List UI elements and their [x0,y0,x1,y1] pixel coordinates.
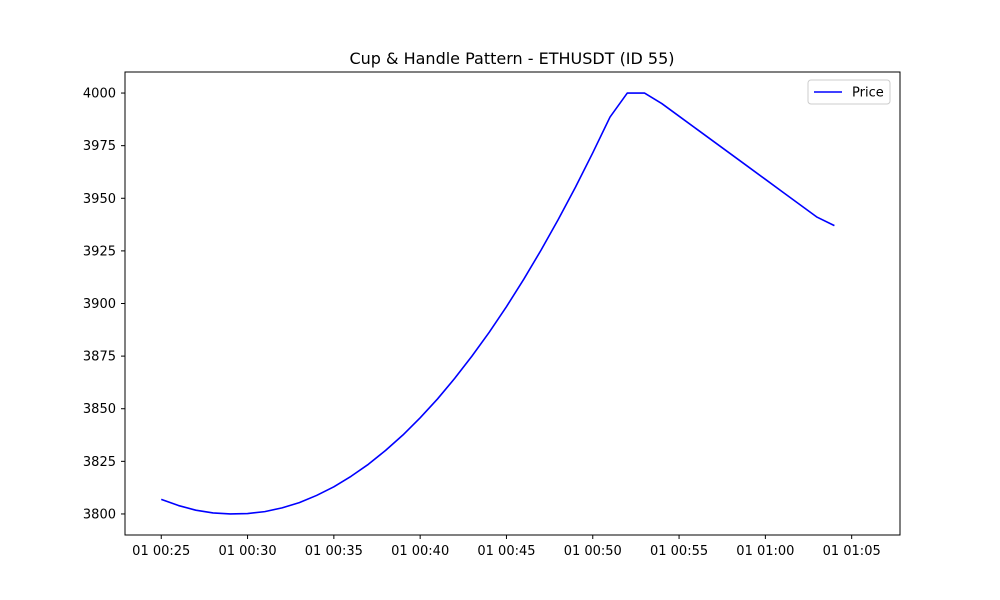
legend-box [807,79,891,105]
x-tick-label: 01 00:30 [218,544,276,559]
y-tick-label: 3925 [83,244,116,259]
y-tick-label: 3875 [83,350,116,365]
x-tick-label: 01 00:45 [477,544,535,559]
series-line-price [160,92,835,515]
x-tick-label: 01 00:35 [305,544,363,559]
axes-frame [124,71,901,536]
y-tick-label: 3900 [83,297,116,312]
legend: Price [807,79,891,105]
y-tick-label: 4000 [83,87,116,102]
series-layer [160,92,835,515]
x-tick-label: 01 01:05 [823,544,881,559]
y-tick-label: 3825 [83,455,116,470]
y-tick-label: 3950 [83,192,116,207]
x-tick-label: 01 01:00 [736,544,794,559]
plot-area [124,71,901,536]
x-tick-label: 01 00:25 [132,544,190,559]
x-tick-label: 01 00:50 [564,544,622,559]
x-axis: 01 00:25 01 00:30 01 00:35 01 00:40 01 00:45… [132,535,881,559]
y-tick-label: 3850 [83,402,116,417]
y-tick-label: 3975 [83,139,116,154]
y-axis: 3800 3825 3850 3875 3900 3925 3950 3975 4000 [83,87,125,522]
legend-label: Price [852,86,884,101]
chart-title: Cup & Handle Pattern - ETHUSDT (ID 55) [349,49,674,68]
y-tick-label: 3800 [83,507,116,522]
x-tick-label: 01 00:55 [650,544,708,559]
x-tick-label: 01 00:40 [391,544,449,559]
